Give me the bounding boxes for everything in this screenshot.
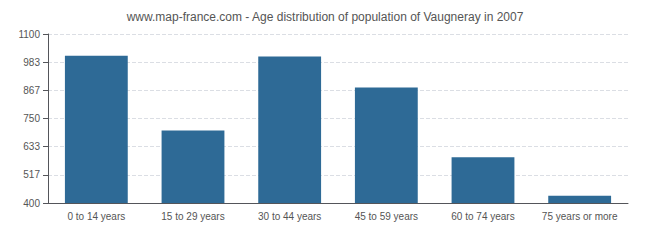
svg-text:45 to 59 years: 45 to 59 years bbox=[355, 211, 418, 222]
svg-text:www.map-france.com - Age distr: www.map-france.com - Age distribution of… bbox=[126, 10, 524, 24]
svg-text:60 to 74 years: 60 to 74 years bbox=[451, 211, 514, 222]
svg-text:75 years or more: 75 years or more bbox=[542, 211, 618, 222]
svg-text:30 to 44 years: 30 to 44 years bbox=[258, 211, 321, 222]
svg-text:1100: 1100 bbox=[18, 29, 40, 40]
svg-text:983: 983 bbox=[23, 57, 40, 68]
svg-text:517: 517 bbox=[23, 169, 40, 180]
svg-text:867: 867 bbox=[23, 85, 40, 96]
svg-text:750: 750 bbox=[23, 113, 40, 124]
svg-text:400: 400 bbox=[23, 198, 40, 209]
svg-text:0 to 14 years: 0 to 14 years bbox=[67, 211, 125, 222]
svg-text:633: 633 bbox=[23, 141, 40, 152]
svg-text:15 to 29 years: 15 to 29 years bbox=[161, 211, 224, 222]
